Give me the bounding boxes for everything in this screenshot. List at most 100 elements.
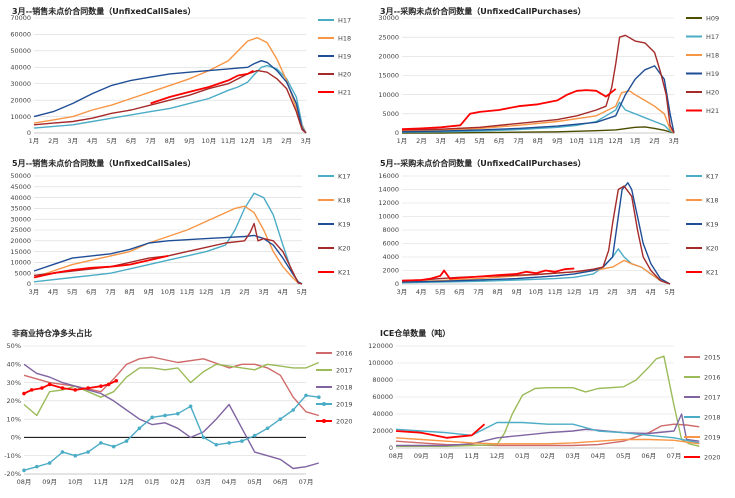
series-line-2019 (395, 437, 700, 445)
x-tick-label: 3月 (397, 288, 408, 296)
x-tick-label: 10月 (161, 288, 176, 296)
x-tick-label: 4月 (87, 137, 98, 145)
x-tick-label: 9月 (184, 137, 195, 145)
legend-label-H20: H20 (706, 88, 719, 96)
y-tick-label: 8000 (382, 226, 399, 234)
data-point-2019 (86, 450, 90, 454)
legend-label-H17: H17 (706, 33, 719, 41)
y-tick-label: 0 (395, 129, 399, 137)
series-line-H21 (401, 88, 617, 131)
x-tick-label: 4月 (646, 288, 657, 296)
chart-panel-1: 3月--销售未点价合同数量（UnfixedCallSales） 0 10000 200… (10, 6, 351, 145)
x-tick-label: 11月 (548, 288, 563, 296)
data-point-2019 (22, 468, 26, 473)
x-tick-label: 02月 (170, 478, 185, 486)
legend-label-2018: 2018 (336, 383, 353, 391)
series-line-K20 (401, 185, 671, 285)
x-tick-label: 1月 (29, 137, 40, 145)
legend-label-H19: H19 (338, 52, 351, 60)
x-tick-label: 12月 (608, 137, 623, 145)
series-line-H19 (33, 60, 307, 134)
y-tick-label: 50000 (10, 172, 31, 180)
x-tick-label: 3月 (29, 288, 40, 296)
x-tick-label: 03月 (566, 452, 581, 460)
y-tick-label: -10% (4, 452, 21, 460)
x-tick-label: 08月 (389, 452, 404, 460)
legend-label-2017: 2017 (704, 393, 721, 401)
series-line-2015 (395, 423, 700, 447)
y-tick-label: 40000 (372, 410, 393, 418)
y-tick-label: 0 (27, 129, 31, 137)
x-tick-label: 4月 (416, 288, 427, 296)
data-point-2019 (73, 453, 78, 458)
legend-label-2019: 2019 (336, 400, 353, 408)
data-point-2020 (22, 391, 26, 396)
chart-panel-4: 5月--采购未点价合同数量（UnfixedCallPurchases） 0 2000… (378, 158, 719, 296)
y-tick-label: 5000 (382, 110, 399, 118)
x-tick-label: 8月 (165, 137, 176, 145)
data-point-2019 (60, 450, 65, 454)
x-tick-label: 7月 (105, 288, 116, 296)
x-tick-label: 09月 (414, 452, 429, 460)
x-tick-label: 10月 (68, 478, 83, 486)
x-tick-label: 12月 (567, 288, 582, 296)
x-tick-label: 8月 (124, 288, 135, 296)
x-tick-label: 2月 (239, 288, 250, 296)
y-tick-label: -20% (4, 470, 21, 478)
chart-title: ICE仓单数量（吨） (380, 328, 450, 338)
x-tick-label: 1月 (588, 288, 599, 296)
x-tick-label: 6月 (494, 137, 505, 145)
y-tick-label: 120000 (368, 342, 393, 350)
data-point-2019 (150, 415, 154, 420)
series-line-H17 (33, 64, 307, 134)
y-tick-label: 10% (7, 415, 21, 423)
x-tick-label: 5月 (67, 288, 78, 296)
x-tick-label: 9月 (512, 288, 523, 296)
y-tick-label: 14000 (378, 186, 399, 194)
series-line-2016 (23, 356, 319, 417)
y-tick-label: 25000 (10, 226, 31, 234)
y-tick-label: 10000 (378, 91, 399, 99)
series-line-H20 (401, 34, 675, 134)
legend-label-K20: K20 (338, 244, 351, 252)
y-tick-label: 0 (395, 280, 399, 288)
data-point-2019 (47, 461, 52, 465)
legend-label-K21: K21 (706, 268, 719, 276)
x-tick-label: 12月 (490, 452, 505, 460)
x-tick-label: 6月 (126, 137, 137, 145)
x-tick-label: 5月 (297, 288, 308, 296)
x-tick-label: 9月 (144, 288, 155, 296)
y-tick-label: 30000 (10, 215, 31, 223)
x-tick-label: 09月 (42, 478, 57, 486)
chart-title: 3月--销售未点价合同数量（UnfixedCallSales） (12, 6, 195, 16)
x-tick-label: 3月 (436, 137, 447, 145)
y-tick-label: 0 (27, 280, 31, 288)
series-line-K19 (33, 234, 303, 285)
x-tick-label: 07月 (667, 452, 682, 460)
legend-label-2016: 2016 (704, 373, 721, 381)
y-tick-label: 30000 (378, 14, 399, 22)
data-point-2019 (137, 426, 142, 431)
x-tick-label: 4月 (455, 137, 466, 145)
series-line-H21 (150, 69, 254, 105)
x-tick-label: 3月 (258, 288, 269, 296)
data-point-2020 (60, 386, 65, 390)
y-tick-label: 20000 (372, 427, 393, 435)
x-tick-label: 02月 (540, 452, 555, 460)
x-tick-label: 1月 (630, 137, 641, 145)
y-tick-label: 60000 (10, 31, 31, 39)
y-tick-label: 35000 (10, 205, 31, 213)
chart-panel-3: 5月--销售未点价合同数量（UnfixedCallSales） 0 5000 1000… (10, 158, 351, 296)
legend-label-K18: K18 (706, 196, 719, 204)
legend-marker-2019 (322, 402, 326, 406)
series-line-2016 (396, 355, 700, 448)
series-line-2019 (23, 394, 319, 471)
data-point-2019 (252, 433, 257, 438)
data-point-2019 (317, 395, 321, 399)
data-point-2019 (265, 426, 270, 431)
y-tick-label: 10000 (10, 259, 31, 267)
x-tick-label: 06月 (641, 452, 656, 460)
x-tick-label: 4月 (48, 288, 59, 296)
x-tick-label: 08月 (17, 478, 32, 486)
y-tick-label: 5000 (14, 269, 31, 277)
